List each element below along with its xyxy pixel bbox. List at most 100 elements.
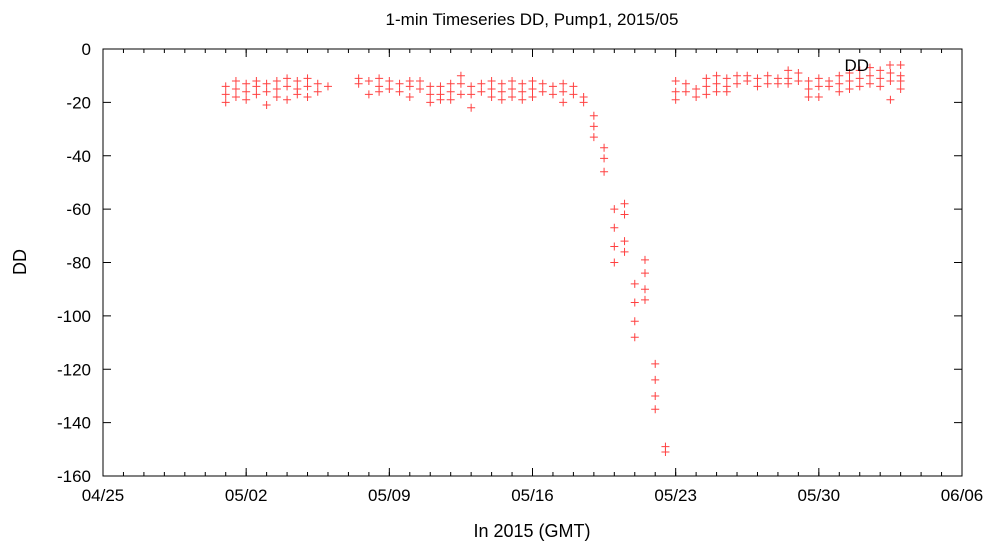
data-point bbox=[794, 69, 803, 78]
data-point bbox=[313, 87, 322, 96]
data-point bbox=[681, 79, 690, 88]
data-point bbox=[375, 87, 384, 96]
data-point bbox=[395, 87, 404, 96]
data-point bbox=[283, 74, 292, 83]
data-point bbox=[692, 93, 701, 102]
data-point bbox=[385, 77, 394, 86]
data-point bbox=[671, 87, 680, 96]
data-point bbox=[773, 79, 782, 88]
data-point bbox=[589, 111, 598, 120]
data-point bbox=[385, 85, 394, 94]
data-point bbox=[784, 79, 793, 88]
data-point bbox=[293, 77, 302, 86]
data-point bbox=[600, 154, 609, 163]
data-point bbox=[416, 77, 425, 86]
data-point bbox=[252, 82, 261, 91]
legend-marker bbox=[886, 61, 894, 69]
data-point bbox=[651, 391, 660, 400]
data-point bbox=[876, 82, 885, 91]
data-point bbox=[405, 93, 414, 102]
data-point bbox=[640, 285, 649, 294]
data-point bbox=[804, 77, 813, 86]
data-point bbox=[671, 77, 680, 86]
data-point bbox=[712, 71, 721, 80]
data-point bbox=[242, 79, 251, 88]
x-axis: 04/25 05/02 05/09 05/16 05/23 05/30 06/06 bbox=[82, 49, 984, 505]
data-point bbox=[855, 66, 864, 75]
data-point bbox=[620, 210, 629, 219]
data-point bbox=[262, 87, 271, 96]
data-point bbox=[303, 74, 312, 83]
y-tick-label: -40 bbox=[66, 147, 91, 166]
data-point bbox=[426, 82, 435, 91]
data-point bbox=[303, 82, 312, 91]
data-point bbox=[242, 95, 251, 104]
x-tick-label: 06/06 bbox=[941, 486, 984, 505]
data-point bbox=[651, 359, 660, 368]
legend-label: DD bbox=[844, 56, 869, 75]
data-point bbox=[610, 223, 619, 232]
data-point bbox=[855, 82, 864, 91]
data-point bbox=[845, 69, 854, 78]
data-point bbox=[804, 85, 813, 94]
data-point bbox=[630, 279, 639, 288]
data-point bbox=[364, 90, 373, 99]
data-point bbox=[508, 77, 517, 86]
data-point bbox=[876, 66, 885, 75]
y-tick-label: -80 bbox=[66, 254, 91, 273]
y-tick-label: -100 bbox=[57, 307, 91, 326]
data-point bbox=[620, 247, 629, 256]
plot-frame bbox=[102, 48, 963, 477]
x-tick-label: 05/09 bbox=[368, 486, 411, 505]
data-point bbox=[886, 95, 895, 104]
y-tick-label: -140 bbox=[57, 414, 91, 433]
data-point bbox=[293, 90, 302, 99]
data-point bbox=[865, 63, 874, 72]
data-point bbox=[692, 85, 701, 94]
data-point bbox=[487, 93, 496, 102]
data-point bbox=[559, 79, 568, 88]
data-point bbox=[487, 77, 496, 86]
data-point bbox=[497, 79, 506, 88]
legend: DD bbox=[844, 56, 894, 75]
data-point bbox=[548, 90, 557, 99]
data-point bbox=[814, 82, 823, 91]
x-tick-label: 05/02 bbox=[225, 486, 268, 505]
data-point bbox=[661, 447, 670, 456]
data-point bbox=[497, 95, 506, 104]
data-point bbox=[702, 74, 711, 83]
data-point bbox=[886, 69, 895, 78]
data-point bbox=[231, 77, 240, 86]
data-point bbox=[221, 98, 230, 107]
minor-ticks bbox=[122, 49, 943, 476]
data-point bbox=[221, 82, 230, 91]
x-axis-title: In 2015 (GMT) bbox=[473, 521, 590, 541]
data-point bbox=[548, 82, 557, 91]
data-points bbox=[221, 61, 905, 456]
data-point bbox=[467, 103, 476, 112]
y-axis: 0 -20 -40 -60 -80 -100 -120 -140 -160 bbox=[57, 40, 962, 486]
data-point bbox=[518, 95, 527, 104]
data-point bbox=[528, 77, 537, 86]
data-point bbox=[845, 77, 854, 86]
data-point bbox=[579, 98, 588, 107]
data-point bbox=[518, 87, 527, 96]
data-point bbox=[518, 79, 527, 88]
data-point bbox=[743, 77, 752, 86]
data-point bbox=[610, 205, 619, 214]
data-point bbox=[303, 93, 312, 102]
data-point bbox=[283, 82, 292, 91]
data-point bbox=[497, 87, 506, 96]
data-point bbox=[569, 82, 578, 91]
data-point bbox=[354, 79, 363, 88]
data-point bbox=[231, 93, 240, 102]
data-point bbox=[446, 79, 455, 88]
data-point bbox=[508, 93, 517, 102]
data-point bbox=[651, 375, 660, 384]
data-point bbox=[865, 71, 874, 80]
data-point bbox=[283, 95, 292, 104]
data-point bbox=[589, 133, 598, 142]
data-point bbox=[814, 93, 823, 102]
data-point bbox=[702, 82, 711, 91]
x-tick-label: 05/23 bbox=[654, 486, 697, 505]
